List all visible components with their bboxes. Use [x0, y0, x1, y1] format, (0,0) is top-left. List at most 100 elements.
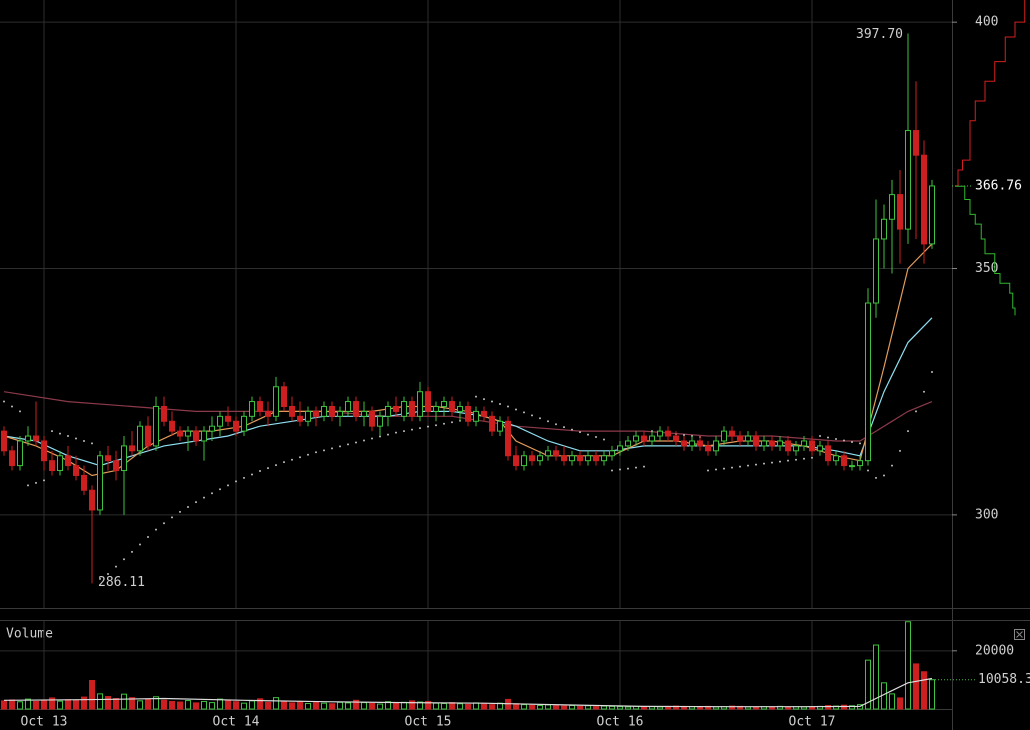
candle-body	[233, 420, 239, 432]
candle-body	[97, 455, 103, 511]
volume-bar	[729, 705, 735, 710]
volume-bar	[585, 705, 591, 710]
close-button[interactable]	[1014, 629, 1025, 640]
volume-bar	[281, 700, 287, 710]
candle-body	[361, 410, 367, 417]
volume-bar	[457, 703, 463, 710]
volume-bar	[601, 705, 607, 710]
sar-dot	[107, 573, 109, 576]
x-tick-label: Oct 13	[21, 715, 68, 730]
volume-bar	[49, 697, 55, 710]
volume-bar	[193, 702, 199, 710]
candle-body	[921, 154, 927, 245]
volume-bar	[297, 701, 303, 710]
volume-bar	[537, 705, 543, 710]
candle-body	[481, 410, 487, 417]
volume-bar	[361, 702, 367, 710]
sar-dot	[99, 577, 101, 580]
volume-bar	[129, 697, 135, 710]
sar-dot	[355, 441, 357, 444]
sar-dot	[611, 469, 613, 472]
volume-bar	[81, 696, 87, 710]
last-price-label: 366.76	[975, 178, 1022, 193]
volume-bar	[185, 700, 191, 710]
sar-dot	[747, 464, 749, 467]
candle-body	[729, 430, 735, 437]
close-icon[interactable]	[1016, 631, 1023, 638]
candle-body	[425, 391, 431, 412]
sar-dot	[451, 421, 453, 424]
candle-body	[497, 420, 503, 432]
candle-body	[169, 420, 175, 432]
volume-bar	[545, 704, 551, 710]
volume-title: Volume	[6, 627, 53, 642]
sar-dot	[3, 400, 5, 403]
candle-body	[409, 401, 415, 417]
volume-bar	[89, 679, 95, 710]
sar-dot	[195, 501, 197, 504]
candle-body	[121, 445, 127, 472]
sar-dot	[499, 403, 501, 406]
candle-body	[17, 440, 23, 467]
candle-body	[889, 194, 895, 220]
x-tick-label: Oct 17	[789, 715, 836, 730]
volume-bar	[289, 702, 295, 710]
volume-bar	[489, 704, 495, 710]
sar-dot	[91, 442, 93, 445]
sar-dot	[139, 543, 141, 546]
candle-body	[433, 405, 439, 412]
sar-dot	[227, 484, 229, 487]
volume-bar	[321, 702, 327, 710]
y-tick-label: 400	[975, 15, 998, 30]
sar-dot	[211, 492, 213, 495]
candle-body	[49, 460, 55, 472]
candle-body	[833, 455, 839, 462]
candle-body	[881, 218, 887, 240]
candle-body	[849, 465, 855, 468]
volume-bar	[329, 703, 335, 710]
sar-dot	[843, 439, 845, 442]
volume-bar	[209, 702, 215, 710]
volume-bar	[849, 705, 855, 710]
candle-body	[337, 410, 343, 417]
candle-body	[857, 460, 863, 467]
volume-bar	[897, 697, 903, 710]
candle-body	[281, 386, 287, 407]
volume-bar	[553, 705, 559, 710]
sar-dot	[419, 427, 421, 430]
sar-dot	[347, 443, 349, 446]
sar-dot	[683, 434, 685, 437]
candle-body	[561, 455, 567, 462]
depth-line	[955, 0, 1026, 187]
sar-dot	[755, 463, 757, 466]
sar-dot	[251, 473, 253, 476]
candle-body	[89, 489, 95, 511]
sar-dot	[427, 425, 429, 428]
sar-dot	[115, 565, 117, 568]
candle-body	[777, 440, 783, 447]
volume-bar	[201, 700, 207, 710]
volume-bar	[121, 693, 127, 710]
candle-body	[641, 435, 647, 442]
candle-body	[385, 405, 391, 417]
volume-bar	[265, 701, 271, 710]
candle-body	[177, 430, 183, 437]
candle-body	[193, 430, 199, 442]
candle-body	[153, 405, 159, 447]
volume-bar	[369, 702, 375, 710]
volume-bar	[529, 704, 535, 710]
sar-dot	[739, 465, 741, 468]
candle-body	[609, 450, 615, 457]
sar-dot	[851, 440, 853, 443]
sar-dot	[867, 469, 869, 472]
sar-dot	[915, 410, 917, 413]
candle-body	[537, 455, 543, 462]
sar-dot	[523, 411, 525, 414]
sar-dot	[179, 510, 181, 513]
candle-body	[137, 425, 143, 452]
candle-body	[793, 445, 799, 452]
volume-bar	[9, 699, 15, 710]
candle-body	[801, 440, 807, 447]
sar-dot	[323, 449, 325, 452]
sar-dot	[883, 474, 885, 477]
